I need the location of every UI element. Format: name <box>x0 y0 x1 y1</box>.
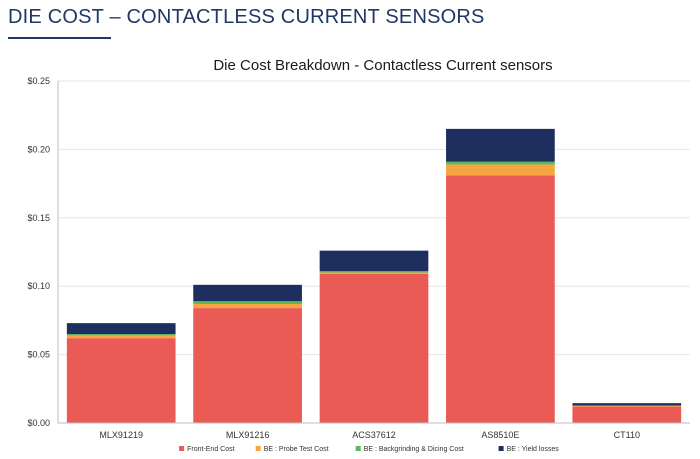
bar-segment <box>66 334 176 336</box>
legend-label: BE : Yield losses <box>507 446 560 453</box>
bar-segment <box>193 284 302 302</box>
legend-label: Front-End Cost <box>187 446 235 453</box>
bar-segment <box>446 175 555 423</box>
x-axis: MLX91219 MLX91216 ACS37612 AS8510E CT110 <box>58 422 690 440</box>
legend-swatch <box>355 446 361 451</box>
legend-label: BE : Probe Test Cost <box>264 446 329 453</box>
legend-label: BE : Backgrinding & Dicing Cost <box>364 446 464 453</box>
bar-segment <box>66 335 176 339</box>
bar-segment <box>446 128 555 162</box>
legend-swatch <box>255 446 261 451</box>
bar-segment <box>446 161 555 165</box>
x-tick-label: MLX91219 <box>99 430 143 440</box>
y-tick-label: $0.05 <box>27 350 50 360</box>
y-tick-label: $0.15 <box>27 213 50 223</box>
bar-segment <box>319 250 429 272</box>
legend-swatch <box>179 446 185 451</box>
legend: Front-End Cost BE : Probe Test Cost BE : B… <box>179 446 559 453</box>
bar-segment <box>319 271 429 273</box>
bar-segment <box>193 308 302 423</box>
bar-segment <box>319 273 429 423</box>
y-tick-label: $0.00 <box>27 418 50 428</box>
x-tick-label: AS8510E <box>481 430 519 440</box>
bar-segment <box>193 301 302 304</box>
x-tick-label: CT110 <box>614 430 640 440</box>
bar-segment <box>446 164 555 176</box>
bar-segment <box>572 403 682 406</box>
y-axis: $0.00 $0.05 $0.10 $0.15 $0.20 $0.25 <box>27 76 59 428</box>
bar-segment <box>319 272 429 274</box>
y-tick-label: $0.10 <box>27 281 50 291</box>
bars-layer <box>66 128 682 423</box>
bar-segment <box>66 338 176 423</box>
x-tick-label: MLX91216 <box>226 430 270 440</box>
bar-segment <box>572 405 682 407</box>
y-tick-label: $0.20 <box>27 144 50 154</box>
y-tick-label: $0.25 <box>27 76 50 86</box>
slide-title: DIE COST – CONTACTLESS CURRENT SENSORS <box>8 6 485 28</box>
legend-swatch <box>498 446 504 451</box>
title-underline <box>8 37 111 39</box>
bar-segment <box>193 303 302 309</box>
x-tick-label: ACS37612 <box>352 430 396 440</box>
chart-title: Die Cost Breakdown - Contactless Current… <box>213 57 552 74</box>
bar-segment <box>572 406 682 423</box>
bar-segment <box>66 323 176 335</box>
